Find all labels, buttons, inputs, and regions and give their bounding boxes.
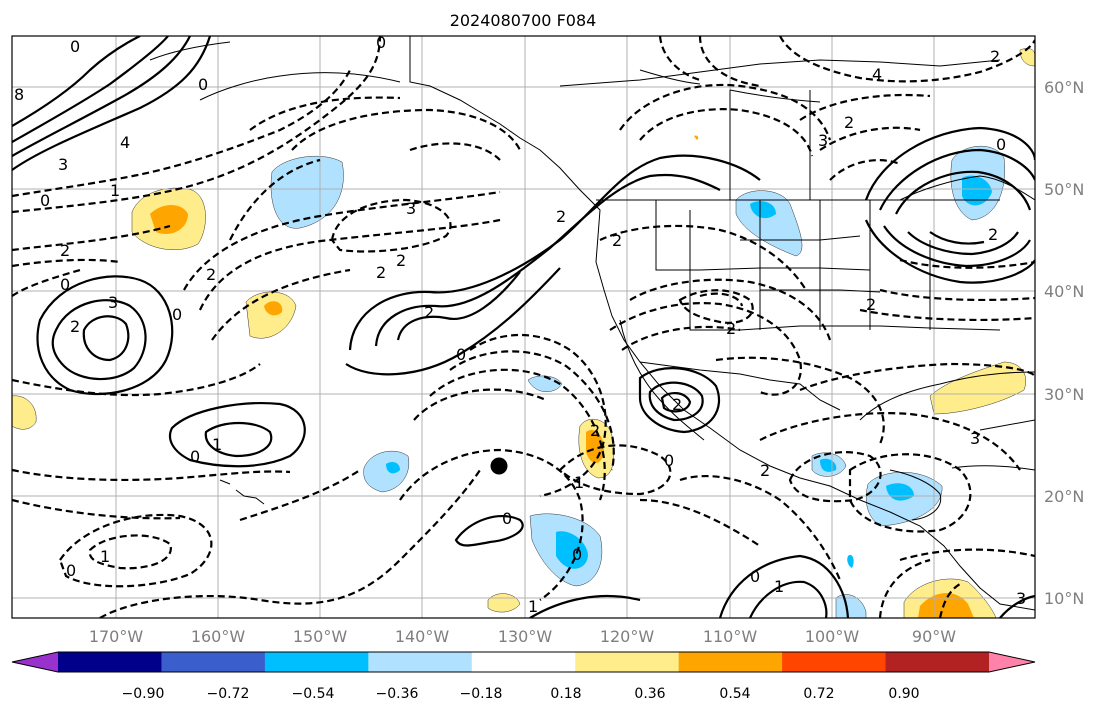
colorbar-tick-label: 0.72 xyxy=(803,686,834,702)
colorbar-segment xyxy=(885,652,990,672)
colorbar-segment xyxy=(575,652,680,672)
colorbar-tick-label: −0.72 xyxy=(207,686,250,702)
contour-label: 0 xyxy=(40,191,50,210)
colorbar-segment xyxy=(58,652,162,672)
contour-label: 0 xyxy=(70,37,80,56)
positive-contours xyxy=(12,36,1035,618)
colorbar-segment xyxy=(678,652,783,672)
gridlines xyxy=(12,36,1035,618)
lat-label: 40°N xyxy=(1044,282,1084,301)
contour-label: 2 xyxy=(990,47,1000,66)
contour-label: 1 xyxy=(774,577,784,596)
contour-label: 2 xyxy=(206,265,216,284)
contour-label: 2 xyxy=(70,317,80,336)
colorbar-segment xyxy=(264,652,369,672)
contour-label: 2 xyxy=(424,303,434,322)
contour-label: 2 xyxy=(556,207,566,226)
contour-label: 0 xyxy=(172,305,182,324)
contour-label: 1 xyxy=(110,181,120,200)
lon-label: 90°W xyxy=(912,627,956,646)
storm-marker xyxy=(490,457,508,475)
contour-label: 8 xyxy=(14,85,24,104)
colorbar-tick-label: 0.18 xyxy=(550,686,581,702)
contour-label: 0 xyxy=(456,345,466,364)
lon-label: 120°W xyxy=(600,627,655,646)
colorbar-segment xyxy=(471,652,576,672)
colorbar-extend-low xyxy=(12,652,58,672)
colorbar-tick-label: 0.54 xyxy=(719,686,750,702)
lat-label: 30°N xyxy=(1044,385,1084,404)
contour-label: 0 xyxy=(66,561,76,580)
contour-label: 0 xyxy=(996,135,1006,154)
lon-label: 160°W xyxy=(191,627,246,646)
contour-label: 1 xyxy=(212,435,222,454)
contour-label: 2 xyxy=(376,263,386,282)
colorbar-segment xyxy=(782,652,887,672)
contour-label: 0 xyxy=(190,447,200,466)
contour-label: 4 xyxy=(872,65,882,84)
lon-label: 150°W xyxy=(293,627,348,646)
contour-label: 0 xyxy=(376,33,386,52)
colorbar-tick-label: −0.36 xyxy=(376,686,419,702)
contour-label: 3 xyxy=(818,131,828,150)
contour-label: 2 xyxy=(988,225,998,244)
contour-label: 3 xyxy=(58,155,68,174)
contour-label: 1 xyxy=(528,597,538,616)
colorbar-outline xyxy=(11,651,1036,673)
colorbar-tick-label: 0.90 xyxy=(888,686,919,702)
contour-label: 2 xyxy=(60,241,70,260)
contour-labels: 8 0 4 3 0 1 0 2 0 2 3 2 3 0 2 2 0 2 2 1 … xyxy=(14,33,1026,616)
colorbar-segment xyxy=(368,652,473,672)
contour-label: 2 xyxy=(612,231,622,250)
longitude-labels: 170°W 160°W 150°W 140°W 130°W 120°W 110°… xyxy=(89,627,956,646)
contour-label: 0 xyxy=(198,75,208,94)
contour-label: 2 xyxy=(590,421,600,440)
contour-label: 4 xyxy=(120,133,130,152)
contour-label: 0 xyxy=(572,545,582,564)
contour-label: 3 xyxy=(1016,589,1026,608)
colorbar-tick-label: 0.36 xyxy=(634,686,665,702)
plot-title: 2024080700 F084 xyxy=(450,11,597,30)
lat-label: 10°N xyxy=(1044,589,1084,608)
contour-label: 2 xyxy=(396,251,406,270)
contour-label: 2 xyxy=(672,395,682,414)
latitude-labels: 60°N 50°N 40°N 30°N 20°N 10°N xyxy=(1044,78,1084,608)
contour-label: 2 xyxy=(760,461,770,480)
lon-label: 110°W xyxy=(703,627,758,646)
colorbar-tick-label: −0.18 xyxy=(460,686,503,702)
lat-label: 60°N xyxy=(1044,78,1084,97)
contour-label: 3 xyxy=(970,429,980,448)
colorbar-extend-high xyxy=(989,652,1035,672)
colorbar-tick-labels: −0.90 −0.72 −0.54 −0.36 −0.18 0.18 0.36 … xyxy=(122,686,920,702)
colorbar-segments xyxy=(11,651,1036,673)
political-borders xyxy=(596,90,1001,411)
lat-label: 50°N xyxy=(1044,180,1084,199)
contour-label: 1 xyxy=(100,547,110,566)
lon-label: 130°W xyxy=(498,627,553,646)
contour-label: 0 xyxy=(664,451,674,470)
contour-label: 2 xyxy=(726,319,736,338)
contour-label: 1 xyxy=(574,473,584,492)
contour-label: 3 xyxy=(108,293,118,312)
contour-label: 0 xyxy=(750,567,760,586)
coastlines xyxy=(149,36,1035,611)
lon-label: 170°W xyxy=(89,627,144,646)
map-panel: 8 0 4 3 0 1 0 2 0 2 3 2 3 0 2 2 0 2 2 1 … xyxy=(12,33,1035,618)
colorbar-segment xyxy=(161,652,266,672)
contour-label: 2 xyxy=(844,113,854,132)
lon-label: 140°W xyxy=(395,627,450,646)
colorbar-tick-label: −0.54 xyxy=(292,686,335,702)
contour-label: 0 xyxy=(502,509,512,528)
contour-label: 0 xyxy=(60,275,70,294)
lon-label: 100°W xyxy=(805,627,860,646)
map-frame xyxy=(11,35,1036,619)
negative-contours xyxy=(12,36,1035,618)
colorbar: −0.90 −0.72 −0.54 −0.36 −0.18 0.18 0.36 … xyxy=(11,651,1036,702)
contour-label: 3 xyxy=(406,199,416,218)
contour-label: 2 xyxy=(866,295,876,314)
lat-label: 20°N xyxy=(1044,487,1084,506)
colorbar-tick-label: −0.90 xyxy=(122,686,165,702)
